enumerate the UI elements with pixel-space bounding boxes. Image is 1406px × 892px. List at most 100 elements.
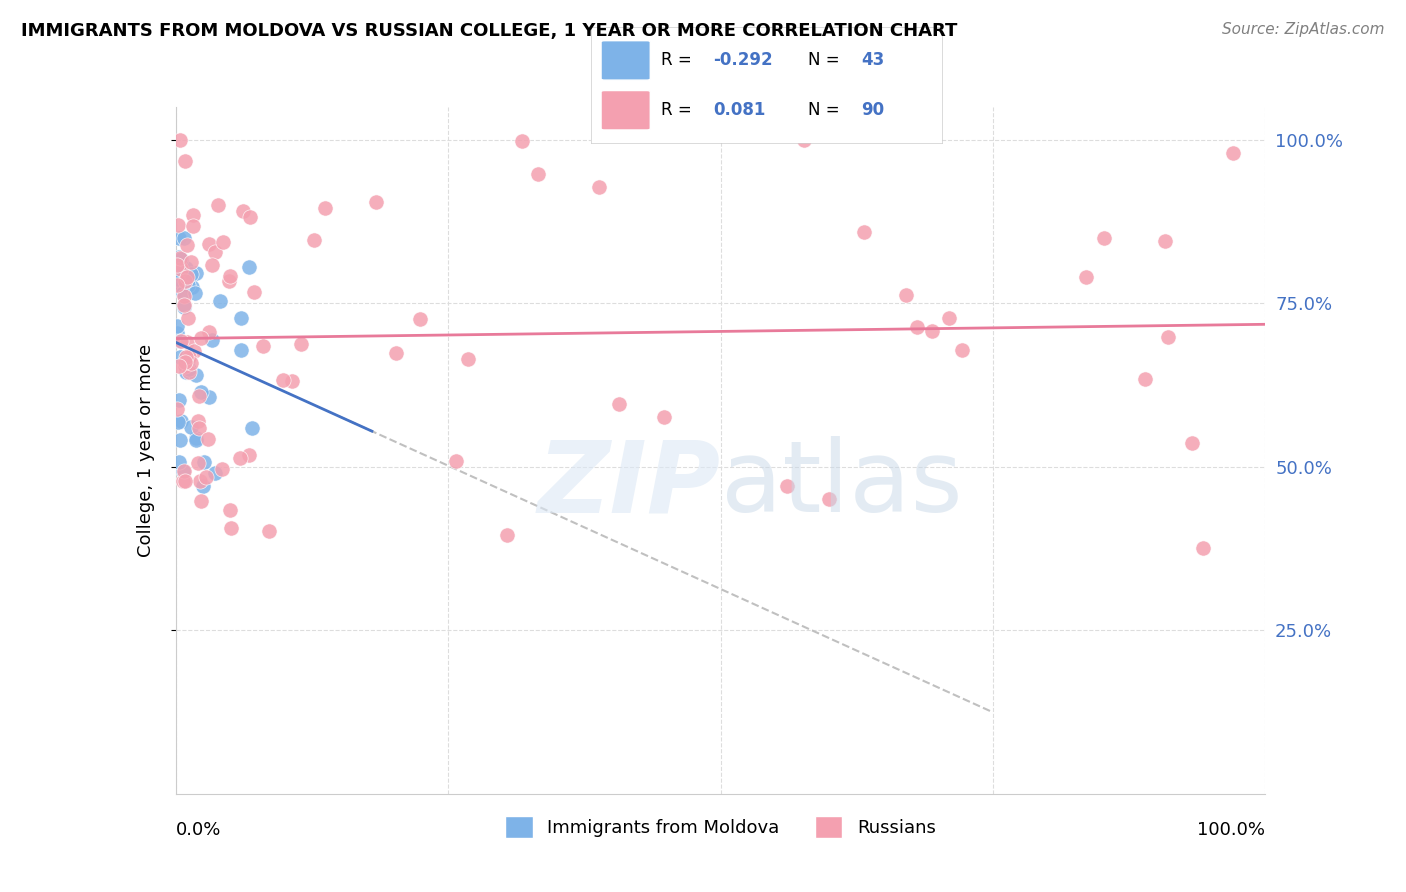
Point [177,365,200,379]
Text: N =: N = [808,52,845,70]
Point [176,334,198,349]
Point [166,278,188,293]
Point [169,133,191,147]
Point [169,250,191,264]
Point [166,258,188,272]
Text: 43: 43 [860,52,884,70]
Point [204,245,226,260]
Point [238,260,260,274]
Point [173,231,195,245]
Point [776,479,799,493]
Point [385,345,408,359]
Point [167,392,190,407]
Point [167,219,190,233]
Point [201,333,224,347]
Point [169,231,191,245]
Point [184,434,207,448]
Point [1133,372,1156,386]
Point [853,225,876,239]
Point [652,409,675,424]
Point [177,311,200,326]
Point [457,352,479,367]
Point [229,450,252,465]
Text: R =: R = [661,102,697,120]
Point [174,260,197,275]
Point [211,235,233,249]
Point [176,351,198,365]
Text: 90: 90 [860,102,884,120]
Point [173,289,195,303]
Point [197,237,219,252]
Point [218,503,240,517]
Text: IMMIGRANTS FROM MOLDOVA VS RUSSIAN COLLEGE, 1 YEAR OR MORE CORRELATION CHART: IMMIGRANTS FROM MOLDOVA VS RUSSIAN COLLE… [21,22,957,40]
Point [188,475,211,489]
Point [166,267,188,281]
Point [166,282,188,296]
Point [510,134,533,148]
Point [170,261,193,276]
Point [193,455,215,469]
Point [172,286,194,301]
Point [179,351,201,365]
Point [184,285,207,300]
Point [173,475,195,489]
Point [204,467,226,481]
Point [169,350,191,364]
Point [1180,436,1202,450]
FancyBboxPatch shape [602,41,650,80]
Text: ZIP: ZIP [537,436,721,533]
Point [1076,269,1098,284]
Point [173,355,195,369]
Point [174,359,197,374]
Point [186,368,208,383]
Point [170,334,193,349]
Point [190,494,212,508]
Point [177,277,200,292]
Point [187,421,209,435]
Point [304,233,326,247]
Point [314,201,336,215]
Point [166,326,188,340]
Point [183,343,205,358]
Point [894,287,917,301]
Point [197,432,219,446]
Text: R =: R = [661,52,697,70]
Y-axis label: College, 1 year or more: College, 1 year or more [136,344,155,557]
Point [169,252,191,266]
Point [364,195,387,210]
Point [793,133,815,147]
Text: 0.0%: 0.0% [176,822,221,839]
Point [172,464,194,478]
Point [170,414,193,428]
Point [177,352,200,367]
Text: -0.292: -0.292 [713,52,773,70]
Point [1092,231,1115,245]
Point [187,456,209,470]
Legend: Immigrants from Moldova, Russians: Immigrants from Moldova, Russians [496,806,945,847]
Point [173,153,195,168]
Text: atlas: atlas [721,436,962,533]
Point [167,455,190,469]
Point [495,528,517,542]
Point [921,324,943,338]
Point [252,338,274,352]
Point [169,433,191,447]
Point [1157,330,1180,344]
Point [271,373,294,387]
Point [259,524,281,539]
Point [818,491,841,506]
Text: Source: ZipAtlas.com: Source: ZipAtlas.com [1222,22,1385,37]
Point [198,390,221,404]
Point [195,470,218,484]
Point [238,448,260,462]
Point [1222,145,1244,160]
Point [169,334,191,348]
Point [191,479,214,493]
Point [218,269,240,284]
Point [183,219,205,233]
Point [166,319,188,334]
Point [938,311,960,326]
Point [281,375,304,389]
Point [444,454,467,468]
Point [167,416,190,430]
